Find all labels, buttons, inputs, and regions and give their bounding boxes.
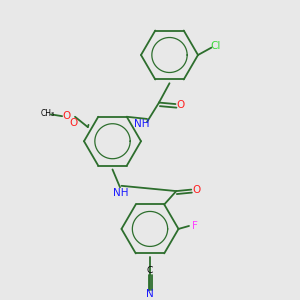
Text: O: O <box>192 184 200 195</box>
Text: C: C <box>147 266 153 275</box>
Text: NH: NH <box>113 188 128 198</box>
Text: CH₃: CH₃ <box>41 109 55 118</box>
Text: O: O <box>176 100 185 110</box>
Text: O: O <box>69 118 78 128</box>
Text: NH: NH <box>134 119 149 129</box>
Text: N: N <box>146 289 154 299</box>
Text: F: F <box>192 221 198 231</box>
Text: Cl: Cl <box>211 41 221 51</box>
Text: O: O <box>63 111 71 121</box>
